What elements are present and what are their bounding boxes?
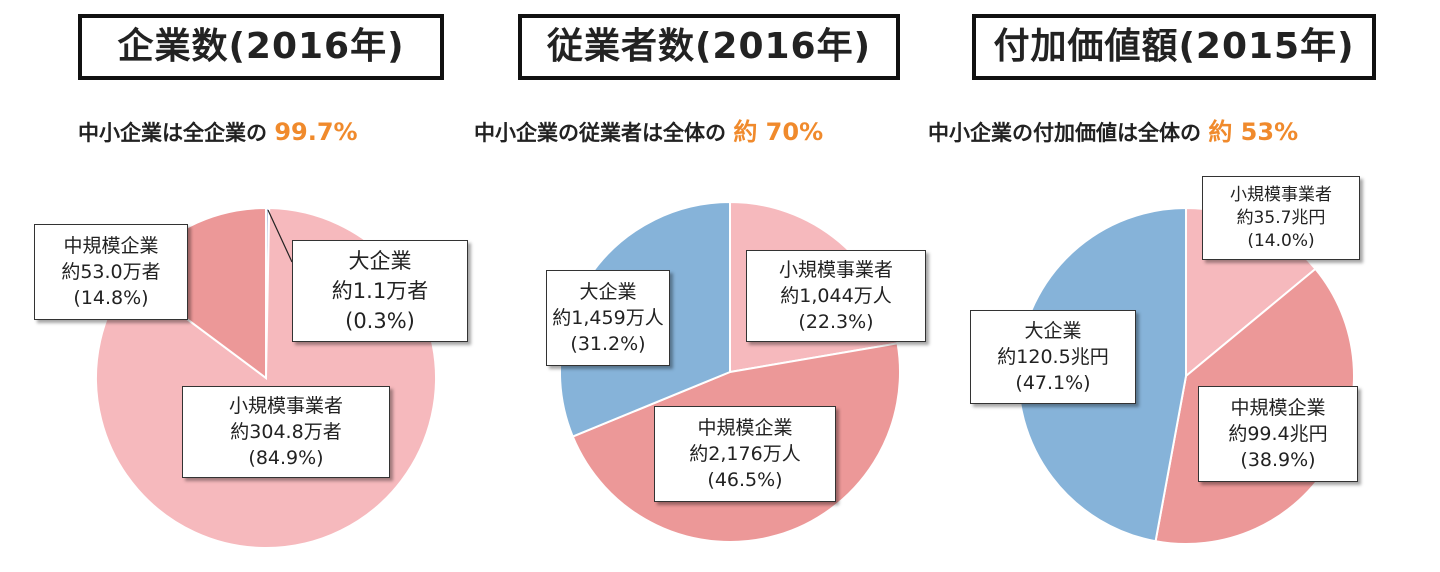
chart-subtitle: 中小企業の従業者は全体の 約 70% [474, 114, 823, 151]
slice-percent: (84.9%) [248, 447, 324, 469]
slice-label: 中規模企業 [697, 417, 793, 439]
slice-percent: (14.0%) [1247, 230, 1315, 251]
slice-percent: (47.1%) [1015, 372, 1091, 394]
slice-label: 大企業 [1024, 320, 1082, 342]
callout-small: 小規模事業者 約35.7兆円 (14.0%) [1202, 176, 1360, 260]
slice-amount: 約35.7兆円 [1236, 207, 1326, 228]
slice-amount: 約99.4兆円 [1228, 423, 1328, 445]
slice-percent: (14.8%) [73, 287, 149, 309]
callout-medium: 中規模企業 約99.4兆円 (38.9%) [1198, 386, 1358, 482]
slice-label: 大企業 [579, 281, 637, 303]
subtitle-text: 中小企業は全企業の [78, 121, 267, 145]
slice-amount: 約1,459万人 [552, 307, 664, 329]
slice-label: 小規模事業者 [1230, 184, 1332, 205]
slice-percent: (38.9%) [1240, 449, 1316, 471]
pie-chart [1016, 206, 1355, 545]
chart-panel-employees: 従業者数(2016年) 中小企業の従業者は全体の 約 70% 大企業 約1,45… [470, 0, 930, 572]
callout-small: 小規模事業者 約1,044万人 (22.3%) [746, 250, 926, 342]
slice-percent: (31.2%) [570, 333, 646, 355]
slice-amount: 約2,176万人 [689, 443, 801, 465]
chart-panel-companies: 企業数(2016年) 中小企業は全企業の 99.7% 中規模企業 約53.0万者… [0, 0, 470, 572]
slice-percent: (22.3%) [798, 311, 874, 333]
slice-amount: 約1.1万者 [331, 279, 429, 303]
slice-label: 中規模企業 [1230, 397, 1326, 419]
slice-label: 中規模企業 [63, 235, 159, 257]
chart-subtitle: 中小企業の付加価値は全体の 約 53% [928, 114, 1298, 151]
slice-amount: 約120.5兆円 [997, 346, 1109, 368]
slice-percent: (0.3%) [345, 309, 415, 333]
slice-amount: 約304.8万者 [230, 421, 342, 443]
slice-label: 大企業 [348, 249, 412, 273]
subtitle-highlight: 99.7% [274, 118, 358, 146]
callout-small: 小規模事業者 約304.8万者 (84.9%) [182, 386, 390, 478]
slice-amount: 約1,044万人 [780, 285, 892, 307]
slice-percent: (46.5%) [707, 469, 783, 491]
callout-large: 大企業 約1.1万者 (0.3%) [292, 240, 468, 342]
callout-medium: 中規模企業 約2,176万人 (46.5%) [654, 406, 836, 502]
slice-label: 小規模事業者 [778, 259, 893, 281]
chart-title: 付加価値額(2015年) [972, 14, 1376, 80]
subtitle-text: 中小企業の付加価値は全体の [928, 121, 1201, 145]
leader-line [267, 209, 293, 263]
callout-large: 大企業 約1,459万人 (31.2%) [546, 270, 670, 366]
chart-panel-value-added: 付加価値額(2015年) 中小企業の付加価値は全体の 約 53% 小規模事業者 … [928, 0, 1440, 572]
chart-title: 従業者数(2016年) [518, 14, 900, 80]
subtitle-text: 中小企業の従業者は全体の [474, 121, 726, 145]
subtitle-highlight: 約 70% [733, 118, 824, 146]
slice-amount: 約53.0万者 [61, 261, 161, 283]
callout-large: 大企業 約120.5兆円 (47.1%) [970, 310, 1136, 404]
chart-subtitle: 中小企業は全企業の 99.7% [78, 114, 358, 151]
callout-medium: 中規模企業 約53.0万者 (14.8%) [34, 224, 188, 320]
chart-title: 企業数(2016年) [78, 14, 444, 80]
subtitle-highlight: 約 53% [1208, 118, 1299, 146]
slice-label: 小規模事業者 [228, 395, 343, 417]
